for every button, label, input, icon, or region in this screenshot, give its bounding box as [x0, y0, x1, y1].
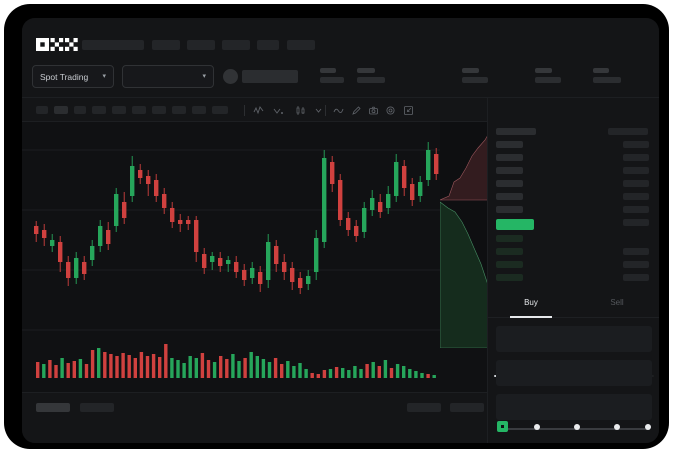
stat-high-24h — [462, 68, 488, 83]
pair-name-placeholder — [242, 70, 298, 83]
indicators-icon[interactable] — [252, 104, 265, 117]
okx-logo[interactable] — [36, 38, 78, 51]
stat-low-24h-value — [535, 77, 561, 83]
orderbook-bid-row-size — [623, 248, 649, 255]
orderbook-bid-row[interactable] — [496, 274, 523, 281]
order-amount-field[interactable] — [496, 360, 652, 386]
order-price-field[interactable] — [496, 326, 652, 352]
orderbook-ask-row[interactable] — [496, 180, 523, 187]
stat-volume-24h-value — [593, 77, 621, 83]
orderbook-last-price-row[interactable] — [496, 219, 534, 230]
device-bezel: Spot Trading ▾ ▾ — [4, 4, 669, 449]
orderbook-last-price-row-size — [623, 219, 649, 226]
stat-low-24h — [535, 68, 561, 83]
timeframe-chip-4[interactable] — [92, 106, 106, 114]
timeframe-chip-6[interactable] — [132, 106, 146, 114]
orderbook-ask-row-size — [623, 180, 649, 187]
top-navigation-bar — [22, 18, 659, 56]
timeframe-chip-2[interactable] — [54, 106, 68, 114]
candlestick-chart-canvas — [22, 142, 487, 331]
slider-stop-25[interactable] — [534, 424, 540, 430]
timeframe-chip-7[interactable] — [152, 106, 166, 114]
orderbook-ask-row-size — [623, 141, 649, 148]
stat-volume-24h-label — [593, 68, 609, 73]
orderbook-ask-row-size — [623, 206, 649, 213]
orderbook-ask-row-size — [608, 128, 648, 135]
orderbook-ask-row-size — [623, 193, 649, 200]
bottom-tab-open-orders[interactable] — [36, 403, 70, 412]
slider-stop-100[interactable] — [645, 424, 651, 430]
bottom-tab-order-history[interactable] — [80, 403, 114, 412]
bottom-orders-bar — [22, 392, 487, 443]
slider-stop-50[interactable] — [574, 424, 580, 430]
orderbook-ask-row-size — [623, 167, 649, 174]
tab-sell[interactable]: Sell — [610, 298, 624, 307]
order-panel: Buy Sell — [487, 98, 659, 443]
spot-trading-dropdown[interactable]: Spot Trading ▾ — [32, 65, 114, 88]
orderbook-bid-row[interactable] — [496, 235, 523, 242]
orderbook-bid-row[interactable] — [496, 248, 523, 255]
nav-item-3[interactable] — [222, 40, 250, 50]
fullscreen-icon[interactable] — [402, 104, 415, 117]
orderbook-bid-row-size — [623, 274, 649, 281]
coin-avatar — [223, 69, 238, 84]
trading-pair-select[interactable]: ▾ — [122, 65, 214, 88]
timeframe-chip-3[interactable] — [74, 106, 86, 114]
app-screen: Spot Trading ▾ ▾ — [22, 18, 659, 443]
stat-low-24h-label — [535, 68, 552, 73]
stat-change-24h-label — [357, 68, 375, 73]
timeframe-chip-1[interactable] — [36, 106, 48, 114]
order-amount-slider-handle[interactable] — [497, 421, 508, 432]
buy-tab-underline — [510, 316, 552, 318]
nav-search[interactable] — [82, 40, 144, 50]
orderbook-ask-row[interactable] — [496, 193, 523, 200]
orderbook-ask-row[interactable] — [496, 167, 523, 174]
orderbook-ask-row[interactable] — [496, 128, 536, 135]
orderbook-ask-row[interactable] — [496, 206, 523, 213]
nav-item-5[interactable] — [287, 40, 315, 50]
stat-change-24h — [357, 68, 385, 83]
bottom-action-1[interactable] — [407, 403, 441, 412]
nav-item-2[interactable] — [187, 40, 215, 50]
line-chart-icon[interactable] — [332, 104, 345, 117]
orderbook-ask-row-size — [623, 154, 649, 161]
compare-icon[interactable] — [272, 104, 285, 117]
volume-histogram — [22, 328, 487, 392]
settings-arrow-icon[interactable] — [312, 104, 325, 117]
toolbar-divider — [244, 105, 245, 116]
orderbook-bid-row[interactable] — [496, 261, 523, 268]
ticker-bar: Spot Trading ▾ ▾ — [22, 56, 659, 98]
order-book[interactable] — [488, 122, 659, 312]
chevron-down-icon: ▾ — [202, 73, 206, 80]
timeframe-chip-5[interactable] — [112, 106, 126, 114]
stat-high-24h-value — [462, 77, 488, 83]
buy-sell-tabs: Buy Sell — [488, 294, 659, 318]
toolbar-divider — [325, 105, 326, 116]
drawing-tools-icon[interactable] — [350, 104, 363, 117]
stat-last-price-value — [320, 77, 344, 83]
orderbook-bid-row-size — [623, 261, 649, 268]
orderbook-ask-row[interactable] — [496, 154, 523, 161]
stat-last-price-label — [320, 68, 336, 73]
timeframe-chip-10[interactable] — [212, 106, 228, 114]
nav-item-4[interactable] — [257, 40, 279, 50]
bottom-action-2[interactable] — [450, 403, 484, 412]
stat-volume-24h — [593, 68, 621, 83]
timeframe-chip-8[interactable] — [172, 106, 186, 114]
slider-stop-75[interactable] — [614, 424, 620, 430]
stat-last-price — [320, 68, 344, 83]
timeframe-chip-9[interactable] — [192, 106, 206, 114]
chart-style-icon[interactable] — [294, 104, 307, 117]
candlestick-chart[interactable] — [22, 122, 487, 392]
orderbook-ask-row[interactable] — [496, 141, 523, 148]
stat-change-24h-value — [357, 77, 385, 83]
spot-trading-label: Spot Trading — [40, 71, 89, 82]
chart-settings-icon[interactable] — [384, 104, 397, 117]
chevron-down-icon: ▾ — [102, 73, 106, 80]
tab-buy[interactable]: Buy — [524, 298, 538, 307]
stat-high-24h-label — [462, 68, 479, 73]
order-total-field[interactable] — [496, 394, 652, 420]
nav-item-1[interactable] — [152, 40, 180, 50]
snapshot-icon[interactable] — [367, 104, 380, 117]
